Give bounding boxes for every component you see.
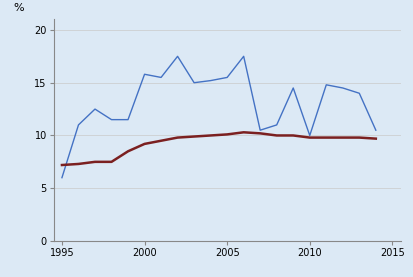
Y-axis label: %: %	[14, 3, 24, 13]
